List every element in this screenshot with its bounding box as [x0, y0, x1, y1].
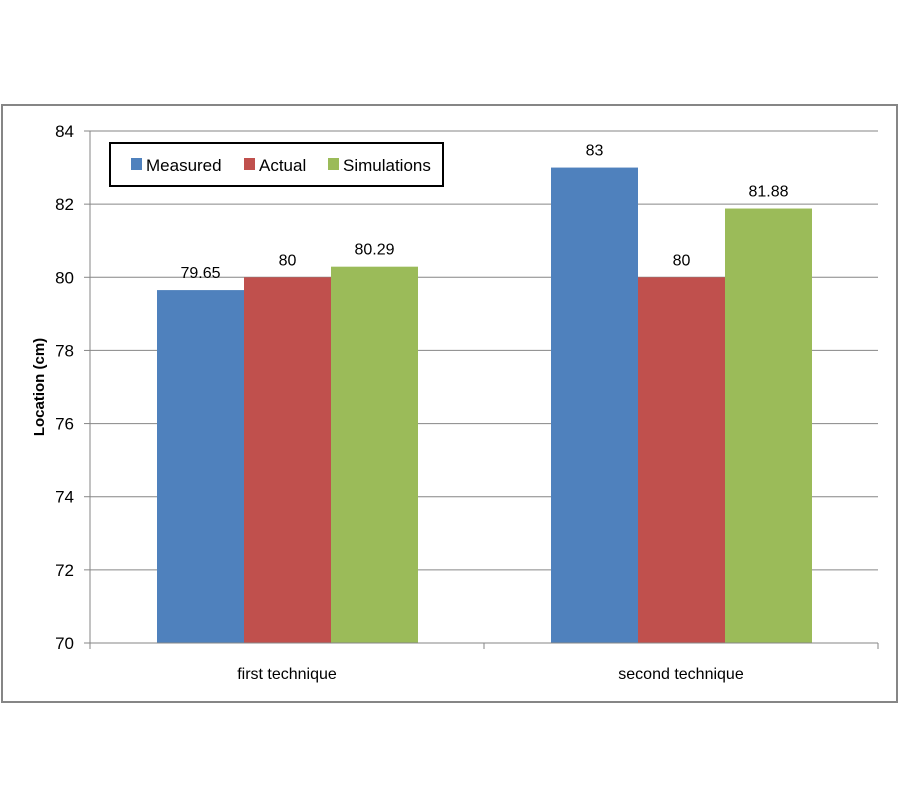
- data-label: 79.65: [180, 265, 220, 282]
- legend-swatch-measured: [131, 158, 142, 170]
- x-tick-label: first technique: [237, 666, 337, 683]
- data-label: 81.88: [748, 184, 788, 201]
- bar-measured: [157, 290, 244, 643]
- legend-swatch-simulations: [328, 158, 339, 170]
- data-label: 80.29: [354, 242, 394, 259]
- y-tick-label: 74: [55, 488, 74, 507]
- legend-box: [109, 142, 444, 187]
- y-tick-label: 76: [55, 415, 74, 434]
- bar-measured: [551, 167, 638, 644]
- bar-simulations: [725, 208, 812, 643]
- legend-label-measured: Measured: [146, 156, 222, 175]
- y-tick-label: 80: [55, 268, 74, 287]
- bar-simulations: [331, 266, 418, 643]
- bar-actual: [244, 277, 331, 643]
- legend-label-simulations: Simulations: [343, 156, 431, 175]
- y-tick-label: 82: [55, 195, 74, 214]
- legend-label-actual: Actual: [259, 156, 306, 175]
- x-tick-label: second technique: [618, 666, 744, 683]
- y-tick-label: 70: [55, 634, 74, 653]
- data-label: 80: [673, 252, 691, 269]
- data-label: 80: [279, 252, 297, 269]
- bar-actual: [638, 277, 725, 643]
- y-tick-label: 78: [55, 341, 74, 360]
- data-label: 83: [586, 143, 604, 160]
- legend-swatch-actual: [244, 158, 255, 170]
- y-tick-label: 72: [55, 561, 74, 580]
- y-tick-label: 84: [55, 122, 74, 141]
- legend: Measured Actual Simulations: [109, 142, 444, 187]
- y-axis-label: Location (cm): [31, 338, 48, 436]
